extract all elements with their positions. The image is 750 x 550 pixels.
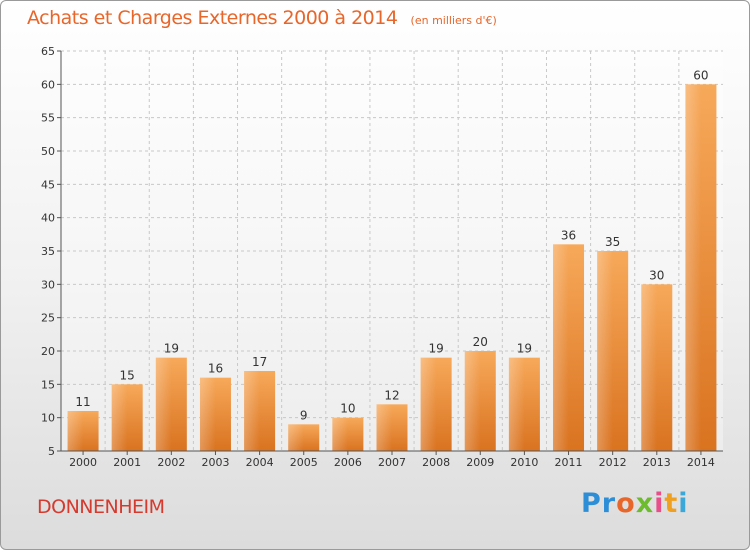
- y-tick-label: 50: [41, 145, 55, 158]
- axis-layer: 5 10 15 20 25 30 35 40 45 50 55 60 65 2000 2001 2002 200…: [41, 45, 723, 469]
- y-tick-label: 10: [41, 412, 55, 425]
- data-label: 17: [252, 355, 267, 369]
- x-tick-label: 2005: [290, 456, 318, 469]
- x-tick-label: 2013: [643, 456, 671, 469]
- y-tick-label: 20: [41, 345, 55, 358]
- y-tick-label: 5: [48, 445, 55, 458]
- x-tick-label: 2003: [201, 456, 229, 469]
- y-tick-label: 55: [41, 112, 55, 125]
- bar-highlight: [155, 357, 172, 451]
- logo-letter: P: [581, 488, 602, 519]
- bar-highlight: [597, 251, 613, 451]
- labels-layer: 11 15 19 16 17 9 10 12 19 20 19 36 35 30 60: [75, 68, 708, 422]
- y-tick-label: 40: [41, 212, 55, 225]
- x-tick-label: 2014: [687, 456, 715, 469]
- logo-letter: r: [601, 488, 617, 519]
- x-tick-label: 2000: [69, 456, 97, 469]
- data-label: 19: [517, 342, 532, 356]
- x-tick-label: 2006: [334, 456, 362, 469]
- data-label: 35: [605, 235, 620, 249]
- logo-letter: x: [635, 488, 655, 519]
- x-tick-label: 2007: [378, 456, 406, 469]
- data-label: 11: [75, 395, 90, 409]
- bar-highlight: [376, 404, 392, 451]
- data-label: 15: [120, 368, 135, 382]
- x-tick-label: 2012: [599, 456, 627, 469]
- bars-layer: [67, 84, 717, 451]
- bar-highlight: [685, 84, 701, 451]
- y-tick-label: 45: [41, 178, 55, 191]
- x-tick-label: 2009: [466, 456, 494, 469]
- bar-highlight: [111, 384, 128, 451]
- bar-highlight: [508, 357, 525, 451]
- data-label: 19: [164, 342, 179, 356]
- x-tick-label: 2011: [555, 456, 583, 469]
- title-row: Achats et Charges Externes 2000 à 2014 (…: [27, 7, 497, 29]
- logo-letter: i: [654, 488, 665, 519]
- bar-highlight: [288, 424, 304, 451]
- x-tick-label: 2004: [246, 456, 274, 469]
- bar-highlight: [464, 351, 481, 451]
- x-tick-label: 2008: [422, 456, 450, 469]
- chart-title: Achats et Charges Externes 2000 à 2014: [27, 7, 398, 29]
- bar-highlight: [553, 244, 569, 451]
- data-label: 12: [384, 388, 399, 402]
- y-tick-label: 35: [41, 245, 55, 258]
- y-tick-label: 15: [41, 378, 55, 391]
- bar-highlight: [67, 411, 84, 451]
- data-label: 36: [561, 228, 576, 242]
- data-label: 16: [208, 362, 223, 376]
- chart-unit: (en milliers d'€): [410, 14, 497, 27]
- y-tick-label: 30: [41, 278, 55, 291]
- bar-highlight: [332, 417, 348, 451]
- proxiti-logo[interactable]: Proxiti: [581, 488, 689, 519]
- data-label: 20: [473, 335, 488, 349]
- logo-letter: t: [664, 488, 679, 519]
- bar-highlight: [244, 371, 260, 451]
- bar-highlight: [420, 357, 437, 451]
- city-name: DONNENHEIM: [37, 496, 165, 518]
- bar-highlight: [199, 377, 216, 451]
- data-label: 60: [693, 68, 708, 82]
- logo-letter: i: [678, 488, 689, 519]
- x-tick-label: 2002: [157, 456, 185, 469]
- bar-highlight: [641, 284, 657, 451]
- logo-letter: o: [616, 488, 636, 519]
- y-tick-label: 60: [41, 78, 55, 91]
- x-tick-label: 2001: [113, 456, 141, 469]
- data-label: 10: [340, 402, 355, 416]
- y-tick-label: 25: [41, 312, 55, 325]
- y-tick-label: 65: [41, 45, 55, 58]
- x-tick-label: 2010: [510, 456, 538, 469]
- data-label: 30: [649, 268, 664, 282]
- data-label: 19: [428, 342, 443, 356]
- data-label: 9: [300, 408, 308, 422]
